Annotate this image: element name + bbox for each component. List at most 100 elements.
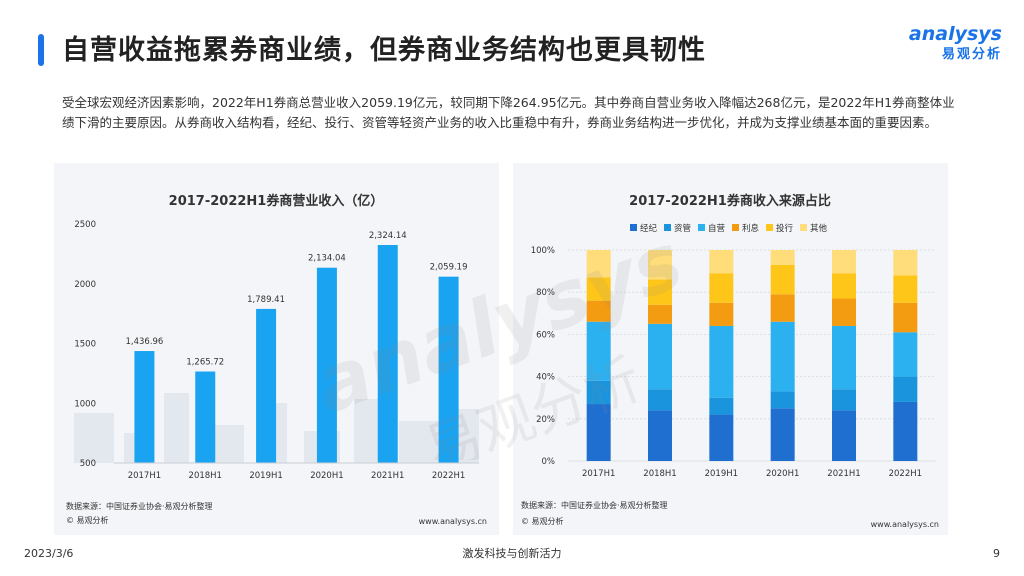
x-tick-label: 2020H1 — [310, 471, 343, 481]
bar-series: 1,436.96 1,265.72 1,789.41 2,134.04 2,324.14… — [125, 231, 468, 463]
page-footer: 2023/3/6 激发科技与创新活力 9 — [0, 540, 1024, 576]
stacked-segment — [586, 404, 611, 461]
stacked-segment — [648, 410, 672, 461]
x-tick-label: 2018H1 — [189, 471, 222, 481]
stacked-segment — [709, 414, 734, 461]
brand-logo: analysys 易观分析 — [902, 22, 1002, 74]
stacked-segment — [770, 250, 795, 265]
stacked-segment — [770, 391, 795, 409]
y-tick-label: 1000 — [74, 399, 96, 409]
x-tick-label: 2021H1 — [827, 469, 860, 479]
revenue-bar — [134, 351, 155, 463]
revenue-bar — [316, 267, 337, 463]
legend-label: 资管 — [674, 223, 691, 234]
stacked-segment — [770, 408, 795, 461]
website-url: www.analysys.cn — [419, 517, 487, 526]
stacked-segment — [770, 294, 795, 322]
stacked-segment — [586, 250, 611, 278]
y-tick-label: 2000 — [74, 280, 96, 290]
stacked-segment — [648, 279, 672, 305]
stacked-segment — [586, 321, 611, 381]
stacked-bar-series — [586, 250, 918, 461]
stacked-segment — [648, 389, 672, 411]
legend-label: 其他 — [810, 223, 828, 234]
x-tick-label: 2017H1 — [128, 471, 161, 481]
stacked-segment — [893, 376, 918, 402]
stacked-segment — [893, 401, 918, 461]
legend-label: 经纪 — [640, 223, 658, 234]
legend-swatch — [698, 224, 705, 231]
x-axis: 2017H1 2018H1 2019H1 2020H1 2021H1 2022H1 — [114, 462, 479, 481]
stacked-segment — [586, 277, 611, 301]
y-tick-label: 2500 — [74, 220, 96, 230]
y-tick-label: 40% — [536, 373, 555, 383]
gridlines: 0% 20% 40% 60% 80% 100% — [531, 246, 936, 467]
data-source-note: 数据来源：中国证券业协会·易观分析整理 — [66, 501, 213, 511]
y-tick-label: 20% — [536, 415, 555, 425]
stacked-segment — [709, 250, 734, 274]
revenue-mix-chart-panel: 2017-2022H1券商收入来源占比 经纪 资管 自营 利息 投行 其他 0% 20% 40… — [513, 163, 948, 535]
revenue-mix-stacked-chart: 2017-2022H1券商收入来源占比 经纪 资管 自营 利息 投行 其他 0% 20% 40… — [521, 193, 939, 529]
stacked-segment — [648, 304, 672, 324]
y-tick-label: 60% — [536, 330, 555, 340]
data-source-note: 数据来源：中国证券业协会·易观分析整理 — [521, 500, 668, 510]
stacked-segment — [832, 410, 856, 461]
bar-value-label: 1,789.41 — [247, 295, 285, 305]
stacked-segment — [770, 321, 795, 392]
legend-swatch — [800, 224, 807, 231]
revenue-bar — [195, 371, 216, 463]
legend-label: 利息 — [742, 223, 760, 234]
revenue-bar — [377, 245, 398, 463]
stacked-segment — [893, 250, 918, 276]
copyright-note: © 易观分析 — [66, 515, 109, 525]
legend-label: 投行 — [776, 223, 794, 234]
title-accent-bar — [38, 34, 44, 66]
stacked-segment — [832, 325, 856, 390]
stacked-segment — [832, 298, 856, 326]
y-tick-label: 1500 — [74, 340, 96, 350]
stacked-segment — [709, 397, 734, 415]
x-tick-label: 2019H1 — [705, 469, 738, 479]
y-tick-label: 0% — [542, 457, 556, 467]
page-number: 9 — [993, 547, 1000, 560]
bar-value-label: 1,265.72 — [186, 357, 224, 367]
revenue-chart-panel: 2017-2022H1券商营业收入（亿） 500 1000 1500 2000 2500… — [54, 163, 499, 535]
x-tick-label: 2022H1 — [432, 471, 465, 481]
stacked-segment — [770, 264, 795, 295]
legend-label: 自营 — [708, 223, 725, 234]
x-tick-label: 2018H1 — [643, 469, 676, 479]
revenue-bar-chart: 2017-2022H1券商营业收入（亿） 500 1000 1500 2000 2500… — [66, 193, 487, 526]
stacked-segment — [832, 389, 856, 411]
chart-title: 2017-2022H1券商营业收入（亿） — [169, 193, 384, 209]
revenue-bar — [438, 276, 459, 463]
x-tick-label: 2022H1 — [889, 469, 922, 479]
y-tick-label: 500 — [80, 459, 96, 469]
revenue-bar — [256, 308, 277, 463]
bar-value-label: 2,059.19 — [430, 263, 468, 273]
legend-swatch — [630, 224, 637, 231]
skyline-building — [399, 421, 441, 463]
stacked-segment — [893, 275, 918, 303]
bar-value-label: 2,324.14 — [369, 231, 407, 241]
website-url: www.analysys.cn — [871, 520, 939, 529]
stacked-segment — [709, 325, 734, 398]
legend-swatch — [766, 224, 773, 231]
copyright-note: © 易观分析 — [521, 516, 564, 526]
footer-slogan: 激发科技与创新活力 — [462, 547, 562, 560]
bar-value-label: 2,134.04 — [308, 254, 346, 264]
stacked-segment — [893, 332, 918, 377]
footer-date: 2023/3/6 — [24, 547, 74, 560]
stacked-segment — [893, 302, 918, 333]
stacked-segment — [648, 250, 672, 280]
chart-legend: 经纪 资管 自营 利息 投行 其他 — [630, 223, 828, 234]
stacked-segment — [586, 380, 611, 405]
stacked-segment — [709, 302, 734, 326]
x-axis: 2017H1 2018H1 2019H1 2020H1 2021H1 2022H1 — [582, 469, 922, 479]
y-tick-label: 100% — [531, 246, 555, 256]
x-tick-label: 2020H1 — [766, 469, 799, 479]
legend-swatch — [664, 224, 671, 231]
skyline-building — [164, 393, 189, 463]
logo-english-text: analysys — [908, 23, 1002, 45]
stacked-segment — [648, 323, 672, 390]
y-axis: 500 1000 1500 2000 2500 — [74, 220, 96, 469]
